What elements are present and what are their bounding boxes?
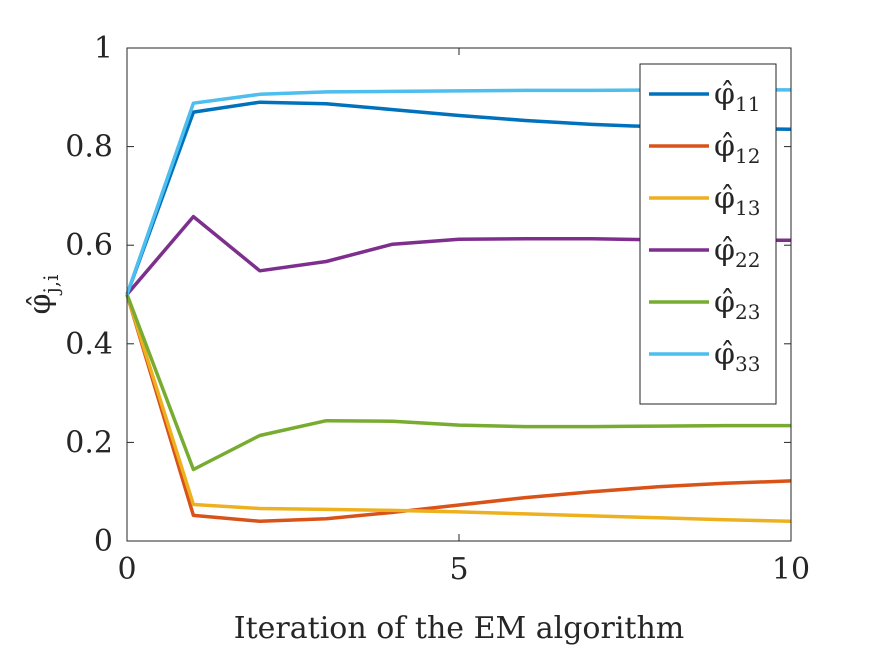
y-axis-title-subscript: j,i [39,275,63,296]
series-line-23 [125,293,791,472]
x-tick-label: 5 [449,552,468,587]
legend-item-22: φ̂22 [649,233,760,272]
legend-label: φ̂13 [714,181,760,220]
legend-label: φ̂11 [714,77,760,116]
legend-label: φ̂23 [714,285,760,324]
x-tick-label: 10 [772,552,810,587]
x-axis-title: Iteration of the EM algorithm [234,611,684,646]
y-axis-title-symbol: φ̂ [23,293,58,314]
legend-item-13: φ̂13 [649,181,760,220]
legend-label: φ̂33 [714,337,760,376]
y-axis: 0 0.2 0.4 0.6 0.8 1 [65,31,791,559]
x-tick-label: 0 [117,552,136,587]
y-axis-title: φ̂j,i [23,275,63,315]
legend-item-33: φ̂33 [649,337,760,376]
y-tick-label: 1 [94,31,113,66]
series-line-12 [125,293,792,524]
legend-box [639,63,777,405]
y-tick-label: 0.8 [65,130,113,165]
legend-item-12: φ̂12 [649,129,760,168]
y-tick-label: 0 [94,524,113,559]
legend-item-23: φ̂23 [649,285,760,324]
legend-label: φ̂22 [714,233,760,272]
series-line-13 [125,293,792,524]
y-tick-label: 0.2 [65,425,113,460]
x-axis: 0 5 10 [117,48,810,587]
y-tick-label: 0.4 [65,327,113,362]
legend-item-11: φ̂11 [649,77,760,116]
legend: φ̂11 φ̂12 φ̂13 φ̂22 φ̂23 φ̂33 [639,63,777,405]
y-tick-label: 0.6 [65,228,113,263]
legend-label: φ̂12 [714,129,760,168]
